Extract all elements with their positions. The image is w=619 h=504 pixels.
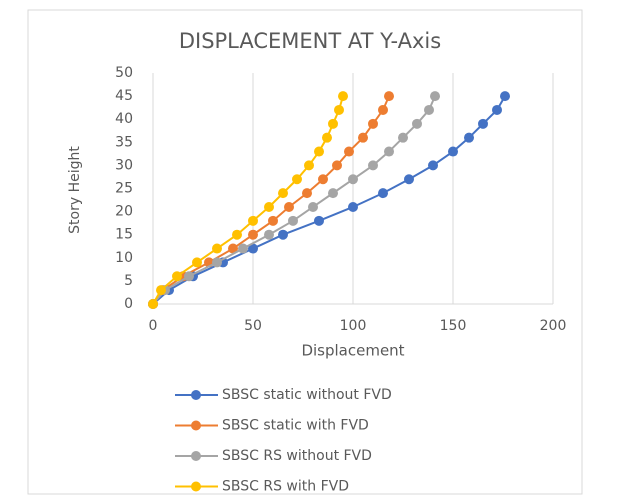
data-point xyxy=(264,201,274,212)
data-point xyxy=(334,104,344,115)
data-point xyxy=(184,271,194,282)
y-axis-label: Story Height xyxy=(67,146,83,234)
data-point xyxy=(322,132,332,143)
legend-label: SBSC static without FVD xyxy=(222,387,392,403)
legend-marker xyxy=(191,451,201,461)
legend-marker xyxy=(191,420,201,431)
data-point xyxy=(238,243,248,254)
y-tick-label: 35 xyxy=(115,134,133,150)
data-point xyxy=(212,257,222,268)
y-tick-label: 30 xyxy=(115,157,133,173)
data-point xyxy=(278,229,288,240)
data-point xyxy=(404,174,414,185)
data-point xyxy=(464,132,474,143)
legend-marker xyxy=(191,390,201,400)
chart-frame xyxy=(27,9,583,495)
data-point xyxy=(428,160,438,171)
y-tick-label: 10 xyxy=(115,250,133,266)
data-point xyxy=(192,257,202,268)
y-tick-label: 5 xyxy=(124,273,133,289)
data-point xyxy=(368,160,378,171)
data-point xyxy=(398,132,408,143)
data-point xyxy=(248,229,258,240)
x-tick-label: 0 xyxy=(149,318,158,334)
y-tick-label: 15 xyxy=(115,227,133,243)
data-point xyxy=(500,91,510,102)
data-point xyxy=(156,285,166,296)
chart-title: DISPLACEMENT AT Y-Axis xyxy=(179,29,441,53)
data-point xyxy=(314,215,324,226)
data-point xyxy=(292,174,302,185)
data-point xyxy=(332,160,342,171)
data-point xyxy=(384,146,394,157)
data-point xyxy=(338,91,348,102)
data-point xyxy=(348,174,358,185)
data-point xyxy=(248,215,258,226)
data-point xyxy=(228,243,238,254)
y-tick-label: 40 xyxy=(115,111,133,127)
x-tick-label: 50 xyxy=(244,318,262,334)
data-point xyxy=(328,118,338,129)
y-tick-label: 25 xyxy=(115,181,133,197)
data-point xyxy=(492,104,502,115)
series-line xyxy=(152,95,390,305)
series-line xyxy=(152,95,506,305)
data-point xyxy=(314,146,324,157)
data-point xyxy=(424,104,434,115)
data-point xyxy=(384,91,394,102)
data-point xyxy=(478,118,488,129)
data-point xyxy=(248,243,258,254)
data-point xyxy=(348,201,358,212)
data-point xyxy=(328,188,338,199)
legend-marker xyxy=(191,481,201,492)
data-point xyxy=(172,271,182,282)
data-point xyxy=(378,188,388,199)
data-point xyxy=(278,188,288,199)
series-line xyxy=(152,95,436,305)
data-point xyxy=(368,118,378,129)
data-point xyxy=(288,215,298,226)
y-tick-label: 20 xyxy=(115,204,133,220)
data-point xyxy=(212,243,222,254)
data-point xyxy=(430,91,440,102)
x-tick-label: 200 xyxy=(540,318,567,334)
data-point xyxy=(284,201,294,212)
data-point xyxy=(344,146,354,157)
data-point xyxy=(318,174,328,185)
y-tick-label: 0 xyxy=(124,296,133,312)
x-tick-label: 150 xyxy=(440,318,467,334)
legend-label: SBSC RS without FVD xyxy=(222,448,372,464)
data-point xyxy=(148,299,158,309)
data-point xyxy=(448,146,458,157)
data-point xyxy=(302,188,312,199)
data-point xyxy=(308,201,318,212)
data-point xyxy=(264,229,274,240)
x-tick-label: 100 xyxy=(340,318,367,334)
legend-label: SBSC RS with FVD xyxy=(222,479,349,495)
series-line xyxy=(152,95,344,305)
y-tick-label: 45 xyxy=(115,88,133,104)
legend-label: SBSC static with FVD xyxy=(222,418,369,434)
data-point xyxy=(232,229,242,240)
data-point xyxy=(304,160,314,171)
data-point xyxy=(268,215,278,226)
x-axis-label: Displacement xyxy=(301,342,404,360)
data-point xyxy=(358,132,368,143)
data-point xyxy=(412,118,422,129)
y-tick-label: 50 xyxy=(115,65,133,81)
data-point xyxy=(378,104,388,115)
